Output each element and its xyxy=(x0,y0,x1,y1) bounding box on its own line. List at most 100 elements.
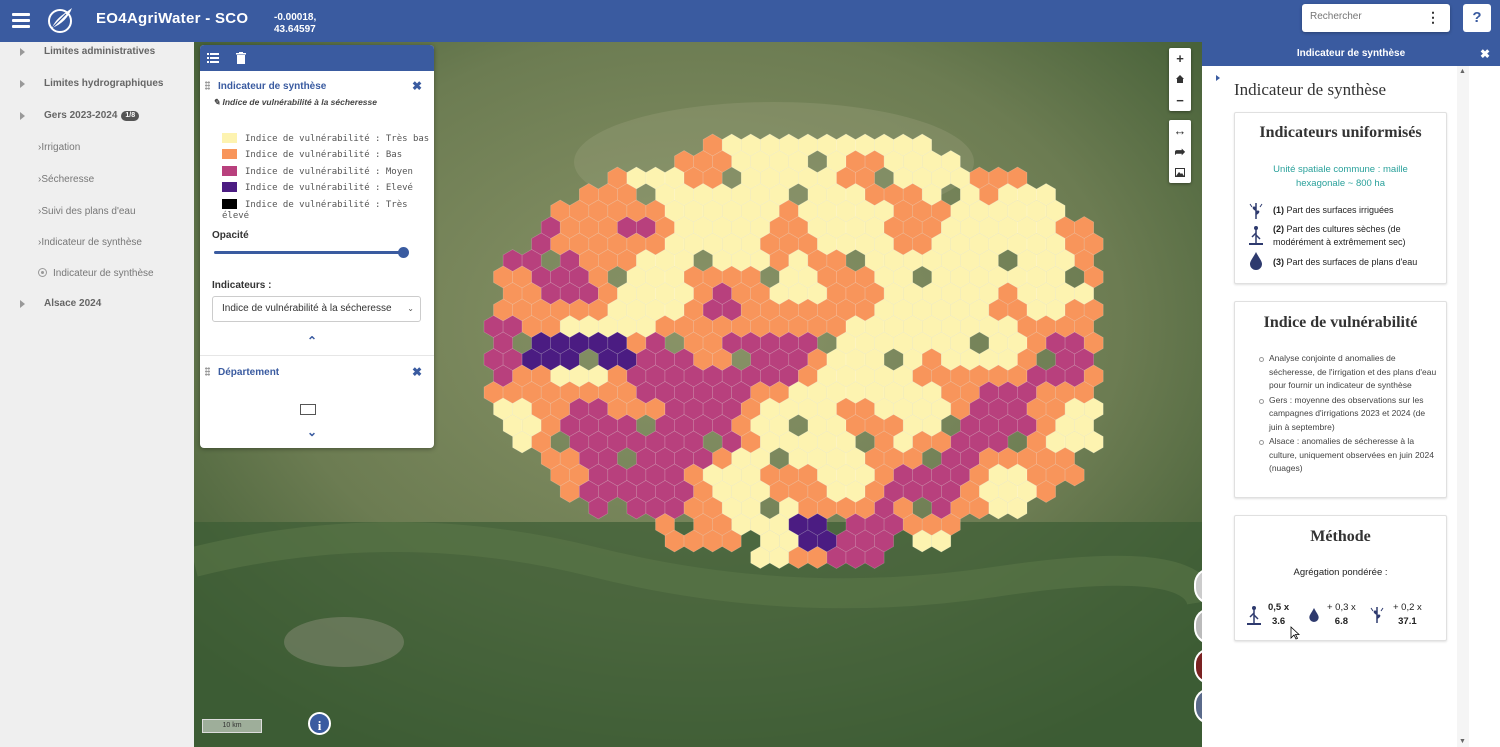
card-title: Méthode xyxy=(1310,528,1371,545)
layer-title-departement: Département xyxy=(218,367,280,378)
sidebar-item-label: Alsace 2024 xyxy=(44,298,102,309)
mouse-cursor-icon xyxy=(1290,626,1300,640)
indicator-number: (3) xyxy=(1273,257,1284,267)
card-title: Indice de vulnérabilité xyxy=(1263,314,1418,331)
card-indice-vulnerabilite: Indice de vulnérabilité Analyse conjoint… xyxy=(1234,301,1447,498)
list-icon[interactable] xyxy=(207,52,219,64)
expand-chevron-down-icon[interactable]: ⌄ xyxy=(306,425,318,439)
hexagon-cell[interactable] xyxy=(1007,496,1028,520)
image-icon xyxy=(1175,168,1185,177)
sidebar-item-suivi-plans-eau[interactable]: ›Suivi des plans d'eau xyxy=(38,202,136,222)
legend-panel: Indicateur de synthèse ✖ ✎ Indice de vul… xyxy=(200,45,434,448)
hexagon-cell[interactable] xyxy=(931,529,952,553)
list-item: Gers : moyenne des observations sur les … xyxy=(1259,394,1439,435)
card-indicateurs-uniformises: Indicateurs uniformisés Unité spatiale c… xyxy=(1234,112,1447,284)
info-button[interactable]: i xyxy=(308,712,331,735)
home-button[interactable] xyxy=(1169,69,1191,90)
slider-thumb[interactable] xyxy=(398,247,409,258)
weight-term-3: + 0,2 x 37.1 xyxy=(1393,601,1422,629)
scrollbar[interactable]: ▲ ▼ xyxy=(1457,66,1469,747)
hexagon-cell[interactable] xyxy=(864,546,885,569)
hexagon-cell[interactable] xyxy=(721,529,742,553)
legend-item: Indice de vulnérabilité : Très bas xyxy=(222,133,429,144)
drag-handle-icon[interactable] xyxy=(205,81,210,90)
indicator-item-2: (2) Part des cultures sèches (de modéréme… xyxy=(1273,223,1443,249)
indicator-text: Part des surfaces de plans d'eau xyxy=(1286,257,1418,267)
sidebar-item-label: Limites administratives xyxy=(44,46,156,57)
measure-button[interactable]: ↔ xyxy=(1169,120,1191,141)
measure-icon: ↔ xyxy=(1173,123,1187,138)
info-panel-header: Indicateur de synthèse ✖ xyxy=(1202,42,1500,66)
app-title: EO4AgriWater - SCO xyxy=(96,10,249,27)
drag-handle-icon[interactable] xyxy=(205,367,210,376)
map-tools: ↔ ➦ xyxy=(1169,120,1191,183)
dry-crop-icon xyxy=(1247,606,1261,625)
scroll-down-icon[interactable]: ▼ xyxy=(1459,738,1466,745)
card-methode: Méthode Agrégation pondérée : 0,5 x 3.6 +… xyxy=(1234,515,1447,641)
close-icon[interactable]: ✖ xyxy=(1479,47,1490,61)
hexagon-cell[interactable] xyxy=(1036,480,1056,503)
info-panel: Indicateur de synthèse ✖ Indicateur de s… xyxy=(1202,42,1500,747)
sidebar-item-label: Sécheresse xyxy=(41,174,95,185)
zoom-controls: + − xyxy=(1169,48,1191,111)
trash-icon[interactable] xyxy=(235,52,247,64)
water-drop-icon xyxy=(1309,608,1319,622)
hexagon-cell[interactable] xyxy=(1064,463,1085,487)
legend-swatch xyxy=(222,182,237,192)
indicator-item-3: (3) Part des surfaces de plans d'eau xyxy=(1273,256,1443,269)
export-image-button[interactable] xyxy=(1169,162,1191,183)
weight: 0,5 x xyxy=(1268,602,1290,613)
layer-title: Indicateur de synthèse xyxy=(218,81,327,92)
legend-swatch xyxy=(222,149,237,159)
legend-panel-toolbar xyxy=(200,45,434,71)
sidebar-item-irrigation[interactable]: ›Irrigation xyxy=(38,138,80,158)
select-value: Indice de vulnérabilité à la sécheresse xyxy=(222,303,392,314)
menu-icon[interactable] xyxy=(12,10,30,30)
search-box: ⋮ xyxy=(1302,4,1450,32)
sidebar-item-group: Gers 2023-2024 1/8 xyxy=(44,106,140,126)
legend-label: Indice de vulnérabilité : Bas xyxy=(245,150,403,160)
share-button[interactable]: ➦ xyxy=(1169,141,1191,162)
weight-term-2: + 0,3 x 6.8 xyxy=(1327,601,1356,629)
scroll-up-icon[interactable]: ▲ xyxy=(1459,68,1466,75)
sidebar-layer-indicateur-synthese[interactable]: Indicateur de synthèse xyxy=(38,264,154,284)
collapse-arrow-icon[interactable] xyxy=(1216,75,1220,81)
sidebar-item-indicateur-synthese[interactable]: ›Indicateur de synthèse xyxy=(38,233,142,253)
indicator-text: Part des cultures sèches (de xyxy=(1286,224,1401,234)
close-layer-icon[interactable]: ✖ xyxy=(411,365,422,379)
panel-heading: Indicateur de synthèse xyxy=(1234,80,1386,99)
hexagon-cell[interactable] xyxy=(1083,430,1104,454)
chevron-right-icon: › xyxy=(38,237,42,248)
legend-label: Indice de vulnérabilité : Elevé xyxy=(245,183,413,193)
zoom-out-button[interactable]: − xyxy=(1176,93,1184,108)
indicators-select[interactable]: Indice de vulnérabilité à la sécheresse ⌄ xyxy=(212,296,421,322)
layer-subtitle: ✎ Indice de vulnérabilité à la sécheress… xyxy=(213,97,377,108)
layer-count-badge: 1/8 xyxy=(121,111,140,121)
hexagon-cell[interactable] xyxy=(588,496,609,520)
indicators-label: Indicateurs : xyxy=(212,280,272,291)
close-layer-icon[interactable]: ✖ xyxy=(411,79,422,93)
more-options-icon[interactable]: ⋮ xyxy=(1426,9,1440,25)
sidebar-item-secheresse[interactable]: ›Sécheresse xyxy=(38,170,94,190)
scale-bar: 10 km xyxy=(202,719,262,733)
opacity-slider[interactable] xyxy=(214,247,409,258)
card-subtitle: Unité spatiale commune : maille hexagona… xyxy=(1235,163,1446,191)
collapse-chevron-up-icon[interactable]: ⌃ xyxy=(306,334,318,348)
polygon-symbol-icon xyxy=(300,404,316,415)
sidebar-item-gers-2023-2024[interactable]: Gers 2023-2024 1/8 xyxy=(0,106,194,126)
sidebar-item-label: Indicateur de synthèse xyxy=(53,268,154,279)
method-subtitle: Agrégation pondérée : xyxy=(1293,567,1388,578)
search-input[interactable] xyxy=(1310,11,1420,22)
indicator-item-1: (1) Part des surfaces irriguées xyxy=(1273,204,1443,217)
legend-item: Indice de vulnérabilité : Très élevé xyxy=(222,199,434,221)
coord-x: -0.00018, xyxy=(274,12,317,23)
zoom-in-button[interactable]: + xyxy=(1176,51,1184,66)
weight: + 0,2 x xyxy=(1393,602,1422,613)
irrigation-icon xyxy=(1370,607,1384,623)
indicator-number: (2) xyxy=(1273,224,1284,234)
legend-swatch xyxy=(222,133,237,143)
help-button[interactable]: ? xyxy=(1463,4,1491,32)
legend-item: Indice de vulnérabilité : Elevé xyxy=(222,182,413,193)
expand-arrow-icon xyxy=(20,80,25,88)
layer-radio[interactable] xyxy=(38,268,47,277)
